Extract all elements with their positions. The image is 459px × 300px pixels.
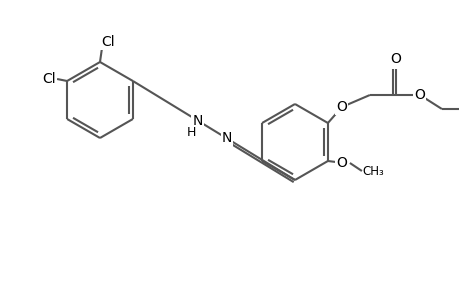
- Text: O: O: [336, 156, 347, 170]
- Text: O: O: [414, 88, 425, 102]
- Text: N: N: [221, 131, 232, 146]
- Text: O: O: [336, 100, 347, 114]
- Text: N: N: [192, 114, 202, 128]
- Text: Cl: Cl: [42, 72, 56, 86]
- Text: Cl: Cl: [101, 35, 115, 49]
- Text: H: H: [186, 126, 196, 139]
- Text: CH₃: CH₃: [361, 164, 383, 178]
- Text: O: O: [390, 52, 400, 66]
